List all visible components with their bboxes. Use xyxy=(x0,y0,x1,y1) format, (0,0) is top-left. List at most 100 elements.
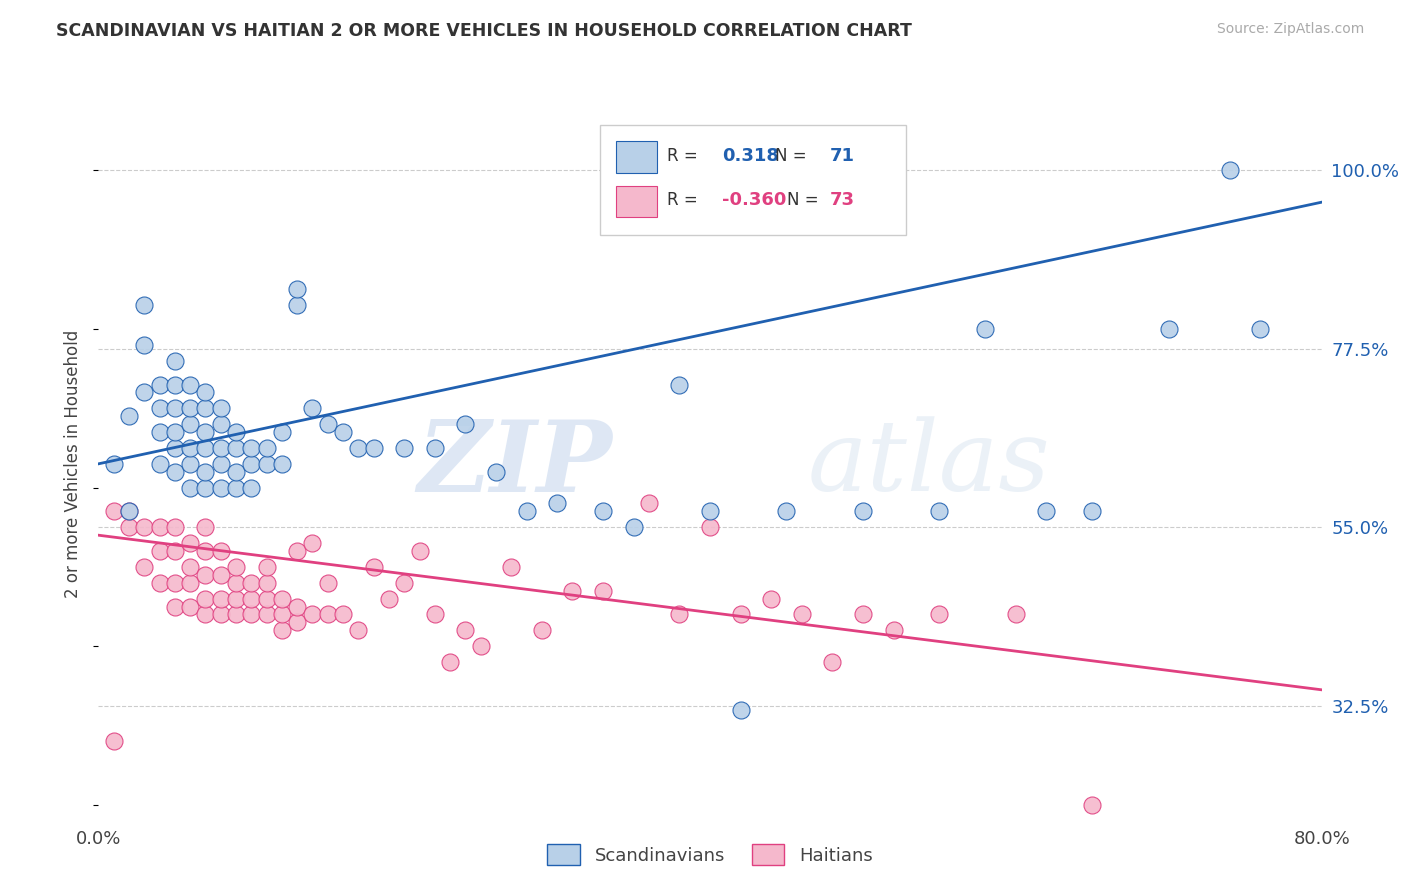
Text: atlas: atlas xyxy=(808,417,1050,511)
Point xyxy=(285,599,308,614)
Point xyxy=(301,607,323,622)
Text: SCANDINAVIAN VS HAITIAN 2 OR MORE VEHICLES IN HOUSEHOLD CORRELATION CHART: SCANDINAVIAN VS HAITIAN 2 OR MORE VEHICL… xyxy=(56,22,912,40)
Point xyxy=(270,591,292,606)
Point xyxy=(163,441,186,455)
Point xyxy=(454,417,477,432)
Point xyxy=(240,591,263,606)
Point xyxy=(928,504,950,518)
Point xyxy=(194,607,217,622)
Point xyxy=(256,591,278,606)
Point xyxy=(775,504,797,518)
Point xyxy=(179,481,201,495)
Point xyxy=(240,481,263,495)
Point xyxy=(1035,504,1057,518)
Point xyxy=(163,377,186,392)
Point xyxy=(163,401,186,416)
Point xyxy=(118,504,141,518)
Point xyxy=(730,607,752,622)
FancyBboxPatch shape xyxy=(600,125,905,235)
Point xyxy=(240,607,263,622)
Point xyxy=(285,544,308,558)
Point xyxy=(225,441,247,455)
Point xyxy=(209,544,232,558)
Text: 73: 73 xyxy=(830,191,855,209)
Point xyxy=(439,655,461,669)
Text: -0.360: -0.360 xyxy=(723,191,786,209)
Point xyxy=(194,401,217,416)
Legend: Scandinavians, Haitians: Scandinavians, Haitians xyxy=(540,837,880,872)
Point xyxy=(928,607,950,622)
Point xyxy=(209,481,232,495)
Point xyxy=(270,457,292,471)
Point xyxy=(592,583,614,598)
Point xyxy=(485,465,508,479)
Point xyxy=(209,417,232,432)
Point xyxy=(225,481,247,495)
Point xyxy=(790,607,813,622)
Point xyxy=(1157,322,1180,336)
Point xyxy=(134,298,156,312)
Point xyxy=(118,504,141,518)
Point xyxy=(149,520,172,534)
Text: R =: R = xyxy=(668,191,703,209)
Point xyxy=(179,536,201,550)
Point xyxy=(852,504,875,518)
Point xyxy=(668,607,690,622)
Point xyxy=(225,607,247,622)
Point xyxy=(134,338,156,352)
Point xyxy=(316,417,339,432)
Point xyxy=(637,496,661,510)
Text: 71: 71 xyxy=(830,146,855,164)
Point xyxy=(163,465,186,479)
Point xyxy=(209,567,232,582)
Point xyxy=(378,591,401,606)
Point xyxy=(408,544,430,558)
Point xyxy=(316,575,339,590)
Point xyxy=(179,575,201,590)
Point xyxy=(118,409,141,424)
Point xyxy=(194,441,217,455)
Point xyxy=(821,655,844,669)
Point xyxy=(1081,797,1104,812)
Point xyxy=(163,425,186,439)
Point xyxy=(163,575,186,590)
Point xyxy=(852,607,875,622)
Point xyxy=(179,377,201,392)
Point xyxy=(149,544,172,558)
Point xyxy=(134,520,156,534)
Point xyxy=(194,425,217,439)
Point xyxy=(270,624,292,638)
Point xyxy=(256,560,278,574)
Point xyxy=(592,504,614,518)
Point xyxy=(759,591,782,606)
Point xyxy=(163,353,186,368)
Point xyxy=(332,607,354,622)
Text: R =: R = xyxy=(668,146,703,164)
Text: Source: ZipAtlas.com: Source: ZipAtlas.com xyxy=(1216,22,1364,37)
Point xyxy=(240,457,263,471)
Point xyxy=(699,520,721,534)
Point xyxy=(256,575,278,590)
Point xyxy=(194,544,217,558)
Point xyxy=(285,298,308,312)
Point xyxy=(392,441,416,455)
Point xyxy=(194,567,217,582)
Point xyxy=(163,599,186,614)
Point xyxy=(103,457,125,471)
Point xyxy=(501,560,523,574)
Point xyxy=(225,425,247,439)
Point xyxy=(179,401,201,416)
Point xyxy=(179,599,201,614)
Point xyxy=(149,377,172,392)
Point xyxy=(883,624,905,638)
Y-axis label: 2 or more Vehicles in Household: 2 or more Vehicles in Household xyxy=(65,330,83,598)
Point xyxy=(730,703,752,717)
Point xyxy=(561,583,583,598)
Point xyxy=(546,496,568,510)
Point xyxy=(699,504,721,518)
Point xyxy=(301,401,323,416)
Point xyxy=(423,607,446,622)
Text: 0.318: 0.318 xyxy=(723,146,779,164)
Point xyxy=(285,282,308,296)
Point xyxy=(363,441,385,455)
